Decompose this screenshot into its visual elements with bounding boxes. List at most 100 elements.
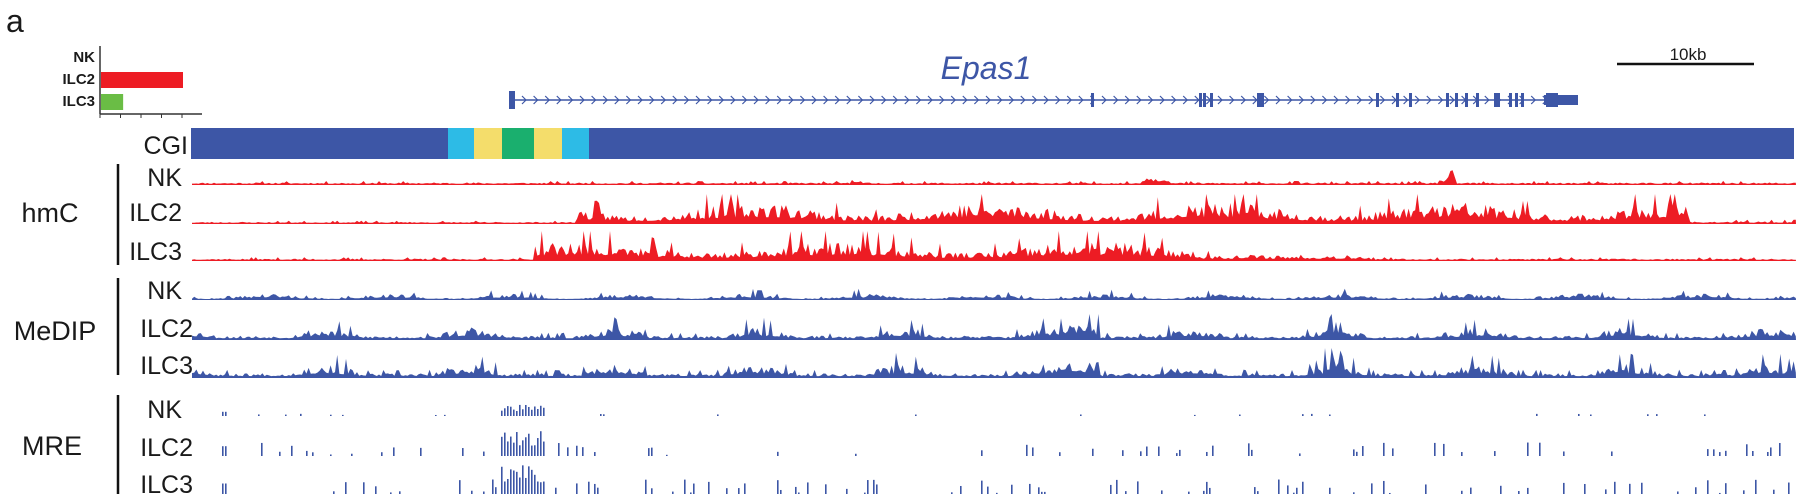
mre-signal-bar xyxy=(1611,451,1613,456)
strand-chevron xyxy=(857,95,864,105)
mre-signal-bar xyxy=(531,469,533,494)
mre-signal-bar xyxy=(525,477,527,494)
mre-signal-bar xyxy=(588,481,590,494)
hmc-group-label: hmC xyxy=(21,198,78,228)
mre-signal-bar xyxy=(483,491,485,494)
mre-signal-bar xyxy=(504,408,506,416)
medip-group-label: MeDIP xyxy=(14,316,97,346)
mre-signal-bar xyxy=(648,448,650,456)
strand-chevron xyxy=(1252,95,1258,105)
gene-exon xyxy=(1509,93,1512,107)
mre-signal-bar xyxy=(510,469,512,494)
mre-signal-bar xyxy=(846,488,848,494)
expression-label-nk: NK xyxy=(73,49,95,66)
mre-signal-bar xyxy=(510,406,512,416)
mre-signal-bar xyxy=(513,470,515,494)
strand-chevron xyxy=(649,95,655,105)
signal-tracks xyxy=(192,170,1796,494)
mre-signal-bar xyxy=(876,484,878,494)
mre-signal-bar xyxy=(1353,449,1355,456)
mre-signal-bar xyxy=(531,445,533,456)
mre-signal-bar xyxy=(342,414,344,416)
strand-chevron xyxy=(834,95,841,105)
strand-chevron xyxy=(962,95,968,105)
strand-chevron xyxy=(985,95,991,105)
mre-signal-bar xyxy=(504,432,506,456)
strand-chevron xyxy=(753,95,759,105)
mre-signal-bar xyxy=(522,440,524,456)
mre-signal-bar xyxy=(435,414,437,416)
mre-signal-bar xyxy=(1770,447,1772,456)
mre-signal-bar xyxy=(1293,492,1295,494)
gene-exon xyxy=(1455,93,1458,107)
strand-chevron xyxy=(683,95,690,105)
mre-signal-bar xyxy=(1278,479,1280,494)
strand-chevron xyxy=(1403,95,1409,105)
mre-signal-bar xyxy=(594,452,596,456)
strand-chevron xyxy=(1066,95,1073,105)
strand-chevron xyxy=(1113,95,1119,105)
mre-signal-bar xyxy=(1209,487,1211,494)
mre-signal-bar xyxy=(540,482,542,494)
mre-signal-bar xyxy=(1353,492,1355,494)
mre-signal-bar xyxy=(1704,414,1706,416)
mre-signal-bar xyxy=(522,409,524,416)
strand-chevron xyxy=(579,95,585,105)
strand-chevron xyxy=(1240,95,1247,105)
mre-signal-bar xyxy=(1206,481,1208,494)
strand-chevron xyxy=(1101,95,1107,105)
strand-chevron xyxy=(1333,95,1339,105)
expression-bars xyxy=(101,72,183,110)
mre-signal-bar xyxy=(708,481,710,494)
mre-signal-bar xyxy=(996,492,998,494)
strand-chevron xyxy=(915,95,922,105)
mre-signal-bar xyxy=(1179,449,1181,456)
mre-signal-bar xyxy=(1725,483,1727,494)
strand-chevron xyxy=(1078,95,1084,105)
mre-signal-bar xyxy=(1302,414,1304,416)
strand-chevron xyxy=(1426,95,1432,105)
mre-signal-bar xyxy=(540,405,542,416)
mre-ilc3-signal xyxy=(222,465,1790,494)
mre-signal-bar xyxy=(495,487,497,494)
mre-signal-bar xyxy=(1383,442,1385,456)
mre-signal-bar xyxy=(330,454,332,456)
mre-signal-bar xyxy=(225,411,227,416)
strand-chevron xyxy=(1298,95,1305,105)
mre-signal-bar xyxy=(537,481,539,494)
cgi-block xyxy=(534,128,562,159)
strand-chevron xyxy=(730,95,736,105)
strand-chevron xyxy=(1008,95,1015,105)
expression-axis-ticks xyxy=(99,114,183,118)
mre-signal-bar xyxy=(1443,443,1445,456)
mre-signal-bar xyxy=(582,447,584,456)
mre-signal-bar xyxy=(855,453,857,456)
strand-chevron xyxy=(973,95,980,105)
mre-signal-bar xyxy=(1605,489,1607,494)
mre-signal-bar xyxy=(462,448,464,456)
mre-signal-bar xyxy=(1461,490,1463,494)
strand-chevron xyxy=(533,95,539,105)
mre-signal-bar xyxy=(510,436,512,456)
strand-chevron xyxy=(950,95,957,105)
strand-chevron xyxy=(1171,95,1177,105)
strand-chevron xyxy=(637,95,643,105)
hmc-nk-signal xyxy=(192,170,1796,185)
gene-exon xyxy=(1203,93,1206,107)
mre-signal-bar xyxy=(261,442,263,456)
mre-signal-bar xyxy=(522,465,524,494)
mre-signal-bar xyxy=(537,409,539,416)
strand-chevron xyxy=(1287,95,1293,105)
hmc-ilc2-signal xyxy=(192,194,1796,224)
mre-signal-bar xyxy=(1752,451,1754,456)
mre-signal-bar xyxy=(1302,481,1304,494)
mre-signal-bar xyxy=(1371,483,1373,494)
mre-signal-bar xyxy=(1206,451,1208,456)
mre-signal-bar xyxy=(1707,449,1709,456)
medip-ilc2-signal xyxy=(192,314,1796,340)
gene-exon xyxy=(1476,93,1479,107)
mre-signal-bar xyxy=(1032,447,1034,456)
hmc-track-label-ilc3: ILC3 xyxy=(129,238,182,266)
mre-signal-bar xyxy=(555,487,557,494)
mre-signal-bar xyxy=(363,482,365,494)
